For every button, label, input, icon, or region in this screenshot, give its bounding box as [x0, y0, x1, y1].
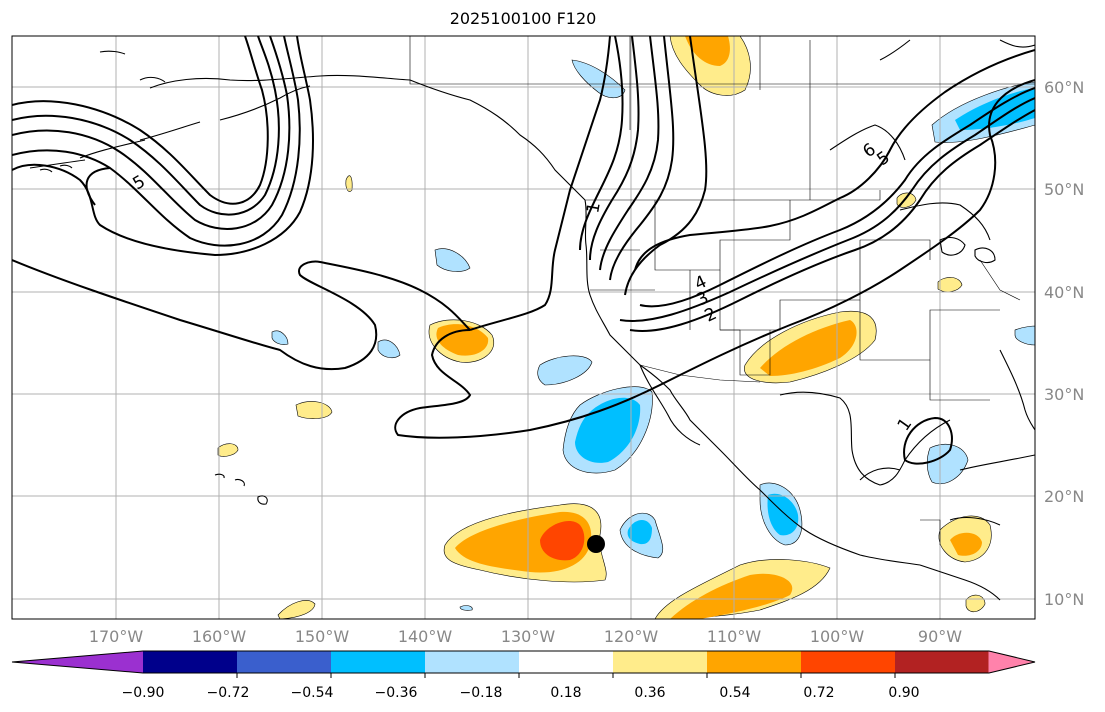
colorbar-segment [143, 651, 238, 673]
lon-label: 90°W [918, 627, 962, 646]
lon-label: 100°W [810, 627, 865, 646]
storm-position-marker [587, 535, 605, 553]
anomaly-shading [217, 36, 1035, 619]
lon-label: 110°W [707, 627, 762, 646]
lon-label: 160°W [192, 627, 247, 646]
colorbar-segment [801, 651, 896, 673]
colorbar-tick-label: 0.18 [550, 685, 581, 701]
colorbar-tick-label: 0.90 [888, 685, 919, 701]
lon-label: 150°W [295, 627, 350, 646]
colorbar-extend-min [12, 651, 143, 673]
lat-label: 30°N [1044, 385, 1084, 404]
latitude-labels: 60°N 50°N 40°N 30°N 20°N 10°N [1044, 78, 1084, 609]
colorbar-tick-labels: −0.90 −0.72 −0.54 −0.36 −0.18 0.18 0.36 … [122, 685, 920, 701]
colorbar-tick-label: 0.54 [719, 685, 750, 701]
lon-label: 120°W [604, 627, 659, 646]
lon-label: 140°W [398, 627, 453, 646]
lat-label: 20°N [1044, 487, 1084, 506]
graticule [12, 36, 1035, 619]
political-borders [409, 36, 1035, 545]
lon-label: 170°W [89, 627, 144, 646]
colorbar-segment [425, 651, 520, 673]
map-title: 2025100100 F120 [449, 9, 597, 28]
map-frame [11, 35, 1036, 620]
lat-label: 60°N [1044, 78, 1084, 97]
lat-label: 40°N [1044, 283, 1084, 302]
height-contours [12, 36, 1035, 465]
colorbar-tick-label: −0.54 [291, 685, 334, 701]
colorbar-segment [613, 651, 708, 673]
colorbar-tick-label: −0.36 [375, 685, 418, 701]
lon-label: 130°W [501, 627, 556, 646]
colorbar-tick-label: 0.72 [803, 685, 834, 701]
longitude-labels: 170°W 160°W 150°W 140°W 130°W 120°W 110°… [89, 627, 962, 646]
contour-label: 1 [583, 201, 605, 215]
colorbar-segment [707, 651, 802, 673]
colorbar [11, 650, 1036, 678]
colorbar-extend-max [988, 651, 1035, 673]
colorbar-segment [519, 651, 614, 673]
lat-label: 10°N [1044, 590, 1084, 609]
colorbar-tick-label: 0.36 [634, 685, 665, 701]
colorbar-tick-label: −0.90 [122, 685, 165, 701]
colorbar-tick-label: −0.18 [460, 685, 503, 701]
colorbar-tick-label: −0.72 [207, 685, 250, 701]
colorbar-outline [11, 650, 1036, 674]
coastlines [29, 39, 1035, 601]
colorbar-segment [237, 651, 332, 673]
colorbar-segment [895, 651, 990, 673]
lat-label: 50°N [1044, 180, 1084, 199]
colorbar-segment [331, 651, 426, 673]
